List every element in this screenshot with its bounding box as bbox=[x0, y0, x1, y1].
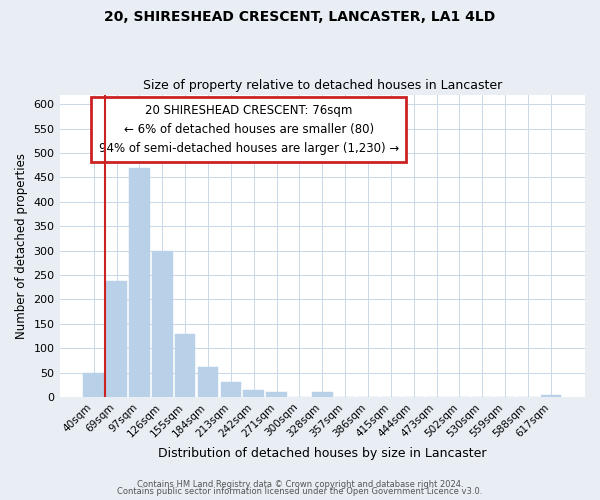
Bar bbox=[175, 334, 196, 397]
Bar bbox=[129, 168, 150, 397]
Text: 20 SHIRESHEAD CRESCENT: 76sqm
← 6% of detached houses are smaller (80)
94% of se: 20 SHIRESHEAD CRESCENT: 76sqm ← 6% of de… bbox=[98, 104, 399, 154]
Bar bbox=[244, 390, 264, 397]
Bar bbox=[198, 366, 218, 397]
Y-axis label: Number of detached properties: Number of detached properties bbox=[15, 153, 28, 339]
Bar bbox=[221, 382, 241, 397]
Text: 20, SHIRESHEAD CRESCENT, LANCASTER, LA1 4LD: 20, SHIRESHEAD CRESCENT, LANCASTER, LA1 … bbox=[104, 10, 496, 24]
Text: Contains HM Land Registry data © Crown copyright and database right 2024.: Contains HM Land Registry data © Crown c… bbox=[137, 480, 463, 489]
Bar bbox=[312, 392, 332, 397]
Bar bbox=[106, 281, 127, 397]
Bar bbox=[266, 392, 287, 397]
Title: Size of property relative to detached houses in Lancaster: Size of property relative to detached ho… bbox=[143, 79, 502, 92]
Text: Contains public sector information licensed under the Open Government Licence v3: Contains public sector information licen… bbox=[118, 488, 482, 496]
Bar bbox=[152, 250, 173, 397]
Bar bbox=[541, 396, 561, 397]
X-axis label: Distribution of detached houses by size in Lancaster: Distribution of detached houses by size … bbox=[158, 447, 487, 460]
Bar bbox=[83, 372, 104, 397]
